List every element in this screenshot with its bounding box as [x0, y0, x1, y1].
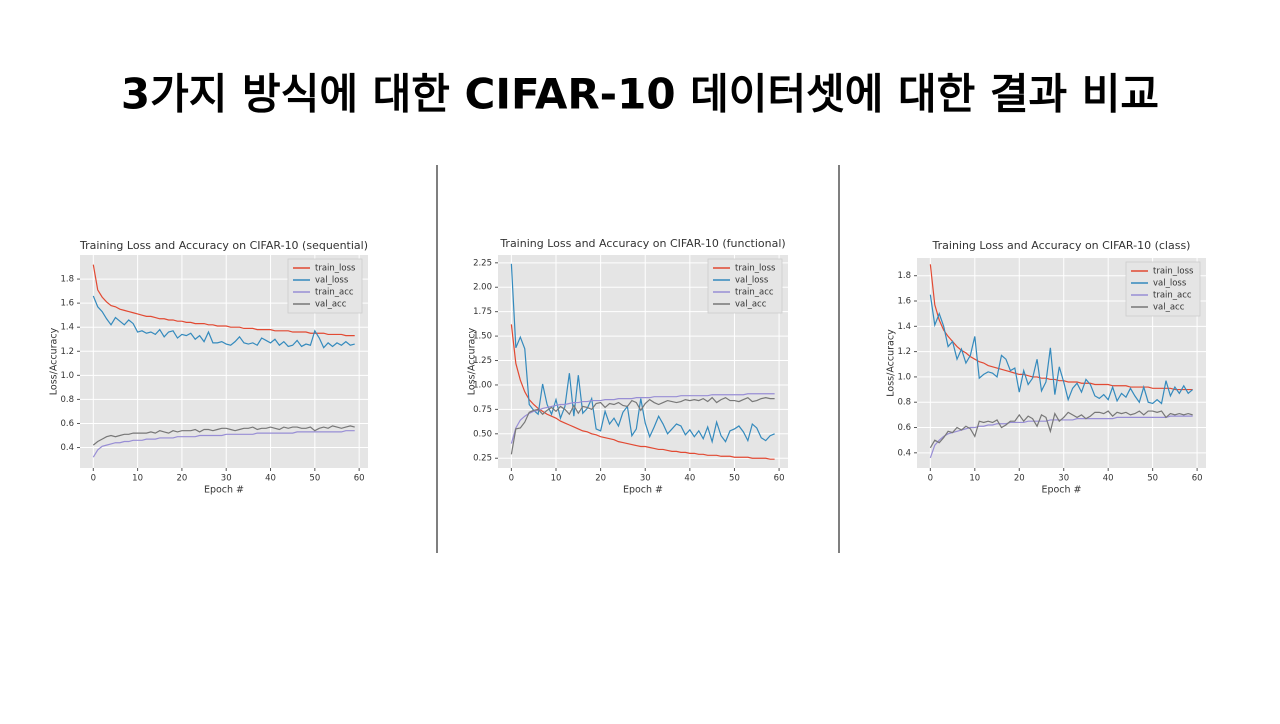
x-tick-label: 40 [265, 474, 276, 484]
x-axis-label: Epoch # [204, 485, 244, 496]
x-tick-label: 60 [1192, 474, 1203, 484]
y-tick-label: 1.25 [473, 356, 492, 366]
x-tick-label: 50 [309, 474, 320, 484]
y-tick-label: 1.0 [60, 371, 74, 381]
series-line [510, 393, 775, 444]
x-tick-label: 10 [132, 474, 143, 484]
x-tick-label: 40 [684, 474, 695, 484]
y-tick-label: 0.75 [473, 405, 492, 415]
series-line [92, 430, 355, 458]
y-tick-label: 0.6 [60, 419, 74, 429]
legend-label: val_loss [1153, 279, 1187, 289]
y-tick-label: 0.8 [897, 398, 911, 408]
y-tick-label: 1.0 [897, 372, 911, 382]
legend-label: val_loss [735, 276, 769, 286]
legend-label: val_acc [1153, 303, 1185, 313]
x-axis-label: Epoch # [623, 485, 663, 496]
chart-title: Training Loss and Accuracy on CIFAR-10 (… [932, 239, 1191, 252]
legend-label: train_acc [315, 288, 354, 298]
x-tick-label: 30 [1058, 474, 1069, 484]
y-tick-label: 1.4 [897, 322, 911, 332]
chart: Training Loss and Accuracy on CIFAR-10 (… [886, 239, 1206, 496]
y-tick-label: 1.75 [473, 307, 492, 317]
legend-label: val_acc [735, 300, 767, 310]
series-line [92, 295, 355, 349]
y-tick-label: 0.6 [897, 423, 911, 433]
legend-label: train_loss [735, 264, 776, 274]
x-tick-label: 10 [969, 474, 980, 484]
y-tick-label: 0.4 [60, 443, 74, 453]
x-tick-label: 50 [1147, 474, 1158, 484]
series-line [92, 425, 355, 446]
y-tick-label: 1.4 [60, 323, 74, 333]
x-tick-label: 30 [221, 474, 232, 484]
y-tick-label: 2.00 [473, 283, 492, 293]
x-tick-label: 60 [774, 474, 785, 484]
legend-label: val_loss [315, 276, 349, 286]
y-tick-label: 1.00 [473, 380, 492, 390]
x-tick-label: 20 [1014, 474, 1025, 484]
chart-title: Training Loss and Accuracy on CIFAR-10 (… [499, 237, 785, 250]
slide-title: 3가지 방식에 대한 CIFAR-10 데이터셋에 대한 결과 비교 [121, 70, 1159, 119]
series-line [929, 410, 1193, 449]
x-axis-label: Epoch # [1041, 485, 1081, 496]
x-tick-label: 20 [595, 474, 606, 484]
legend-label: val_acc [315, 300, 347, 310]
y-axis-label: Loss/Accuracy [467, 327, 478, 395]
x-tick-label: 60 [354, 474, 365, 484]
y-tick-label: 1.8 [60, 275, 74, 285]
legend-label: train_loss [315, 264, 356, 274]
y-tick-label: 1.6 [897, 297, 911, 307]
y-tick-label: 0.4 [897, 448, 911, 458]
y-tick-label: 0.50 [473, 429, 492, 439]
y-tick-label: 1.2 [897, 347, 911, 357]
y-axis-label: Loss/Accuracy [886, 329, 897, 397]
y-tick-label: 0.8 [60, 395, 74, 405]
x-tick-label: 10 [551, 474, 562, 484]
x-tick-label: 0 [928, 474, 933, 484]
chart: Training Loss and Accuracy on CIFAR-10 (… [49, 239, 368, 496]
x-tick-label: 30 [640, 474, 651, 484]
y-tick-label: 0.25 [473, 454, 492, 464]
series-line [510, 396, 775, 455]
y-axis-label: Loss/Accuracy [49, 327, 60, 395]
y-tick-label: 1.6 [60, 299, 74, 309]
chart-title: Training Loss and Accuracy on CIFAR-10 (… [79, 239, 368, 252]
series-line [510, 324, 775, 460]
legend-label: train_loss [1153, 267, 1194, 277]
legend-label: train_acc [1153, 291, 1192, 301]
x-tick-label: 0 [91, 474, 96, 484]
y-tick-label: 1.8 [897, 271, 911, 281]
y-tick-label: 1.50 [473, 332, 492, 342]
x-tick-label: 20 [176, 474, 187, 484]
x-tick-label: 0 [509, 474, 514, 484]
y-tick-label: 1.2 [60, 347, 74, 357]
chart: Training Loss and Accuracy on CIFAR-10 (… [467, 237, 788, 496]
series-line [92, 264, 355, 337]
x-tick-label: 50 [729, 474, 740, 484]
x-tick-label: 40 [1103, 474, 1114, 484]
series-line [929, 264, 1193, 391]
legend-label: train_acc [735, 288, 774, 298]
y-tick-label: 2.25 [473, 258, 492, 268]
series-line [929, 294, 1194, 405]
series-line [510, 263, 775, 444]
